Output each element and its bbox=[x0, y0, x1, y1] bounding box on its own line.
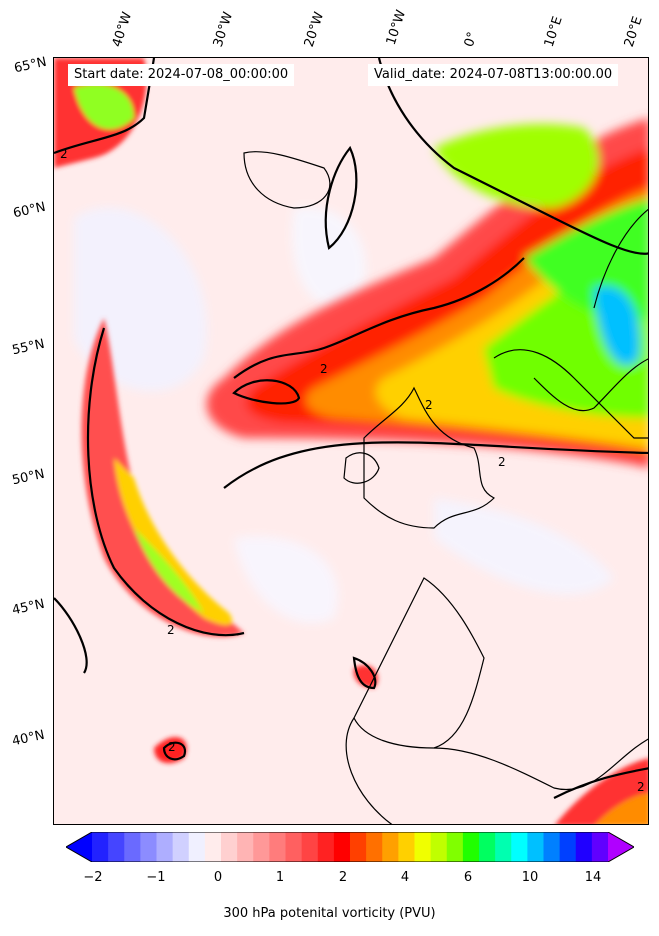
colorbar-tick: 2 bbox=[338, 870, 348, 885]
colorbar-segment bbox=[479, 832, 496, 862]
colorbar-segment bbox=[446, 832, 464, 862]
colorbar-tick: 14 bbox=[584, 870, 602, 885]
lon-label-10w: 10°W bbox=[383, 8, 410, 47]
lat-label-45n: 45°N bbox=[10, 596, 46, 619]
contour-label: 2 bbox=[425, 398, 433, 412]
colorbar-segment bbox=[92, 832, 109, 862]
colorbar-segment bbox=[317, 832, 335, 862]
contour-label: 2 bbox=[498, 455, 506, 469]
contour-label: 2 bbox=[168, 740, 176, 754]
colorbar-segment bbox=[398, 832, 415, 862]
lat-label-55n: 55°N bbox=[10, 336, 46, 359]
colorbar-segment bbox=[172, 832, 190, 862]
colorbar-segment bbox=[495, 832, 512, 862]
lon-label-10e: 10°E bbox=[541, 14, 566, 50]
colorbar-title: 300 hPa potenital vorticity (PVU) bbox=[223, 906, 436, 921]
lat-label-40n: 40°N bbox=[10, 727, 46, 750]
colorbar-segment bbox=[269, 832, 286, 862]
colorbar-tick: −2 bbox=[83, 870, 103, 885]
colorbar-segment bbox=[188, 832, 206, 862]
colorbar-segment bbox=[591, 832, 609, 862]
contour-label: 2 bbox=[637, 780, 645, 794]
colorbar-segment bbox=[382, 832, 399, 862]
contour-label: 2 bbox=[60, 147, 68, 161]
colorbar-segment bbox=[140, 832, 157, 862]
colorbar-extend-max bbox=[608, 832, 634, 862]
colorbar-segment bbox=[333, 832, 351, 862]
colorbar-tick: 6 bbox=[463, 870, 473, 885]
colorbar-segment bbox=[414, 832, 432, 862]
colorbar-segment bbox=[204, 832, 222, 862]
lon-label-0: 0° bbox=[461, 30, 481, 49]
colorbar-segment bbox=[156, 832, 174, 862]
lat-label-65n: 65°N bbox=[12, 54, 48, 77]
colorbar-segment bbox=[301, 832, 319, 862]
colorbar-segment bbox=[285, 832, 303, 862]
colorbar-segment bbox=[366, 832, 383, 862]
colorbar bbox=[66, 832, 634, 862]
colorbar-segment bbox=[221, 832, 238, 862]
colorbar-segment bbox=[575, 832, 593, 862]
start-date-label: Start date: 2024-07-08_00:00:00 bbox=[68, 64, 295, 86]
lon-label-30w: 30°W bbox=[210, 10, 237, 49]
colorbar-segment bbox=[511, 832, 528, 862]
valid-date-label: Valid_date: 2024-07-08T13:00:00.00 bbox=[368, 64, 619, 86]
colorbar-segment bbox=[462, 832, 480, 862]
lon-label-20w: 20°W bbox=[301, 10, 328, 49]
colorbar-tick: −1 bbox=[146, 870, 166, 885]
colorbar-segment bbox=[108, 832, 125, 862]
colorbar-segment bbox=[350, 832, 367, 862]
colorbar-extend-min bbox=[66, 832, 92, 862]
contour-label: 2 bbox=[320, 362, 328, 376]
colorbar-tick: 0 bbox=[213, 870, 223, 885]
colorbar-tick: 1 bbox=[275, 870, 285, 885]
colorbar-tick: 4 bbox=[400, 870, 410, 885]
lon-label-20e: 20°E bbox=[621, 14, 646, 50]
contour-label: 2 bbox=[167, 623, 175, 637]
colorbar-tick: 10 bbox=[521, 870, 539, 885]
colorbar-segment bbox=[430, 832, 448, 862]
lon-label-40w: 40°W bbox=[109, 10, 136, 49]
colorbar-segment bbox=[543, 832, 561, 862]
colorbar-segment bbox=[527, 832, 544, 862]
colorbar-segment bbox=[237, 832, 254, 862]
colorbar-segment bbox=[124, 832, 141, 862]
pv-map bbox=[53, 57, 649, 825]
lat-label-60n: 60°N bbox=[11, 199, 47, 222]
colorbar-segment bbox=[253, 832, 270, 862]
colorbar-segment bbox=[559, 832, 577, 862]
pv-field bbox=[54, 58, 648, 824]
lat-label-50n: 50°N bbox=[10, 466, 46, 489]
